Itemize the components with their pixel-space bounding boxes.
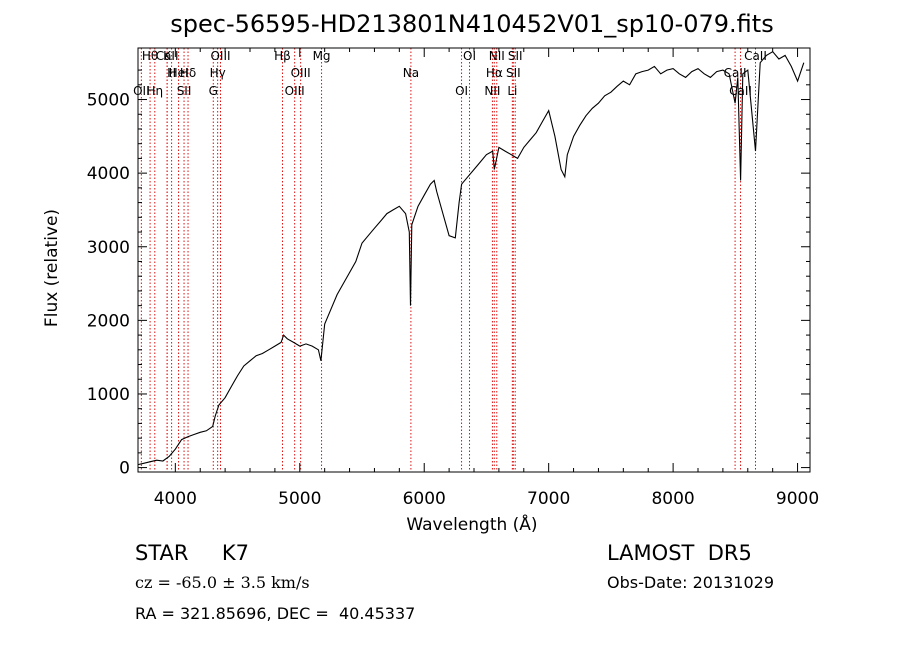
line-marker-label: OIII [285,84,305,98]
x-tick-label: 7000 [527,489,570,509]
line-marker-label: SII [508,49,523,63]
line-markers [140,48,756,472]
x-tick-label: 5000 [278,489,321,509]
line-marker-label: OIII [210,49,230,63]
line-marker-label: NII [489,49,505,63]
x-tick-label: 4000 [154,489,197,509]
line-marker-label: Mg [313,49,331,63]
x-tick-label: 6000 [403,489,446,509]
object-type: STAR K7 [135,541,249,565]
line-marker-label: Hγ [210,66,226,80]
line-marker-label: CaII [156,49,179,63]
x-tick-label: 9000 [776,489,819,509]
line-marker-label: NII [484,84,500,98]
line-marker-label: Li [507,84,517,98]
redshift-velocity: cz = -65.0 ± 3.5 km/s [135,573,310,592]
coordinates: RA = 321.85696, DEC = 40.45337 [135,604,416,623]
line-marker-label: G [209,84,218,98]
line-marker-label: Hα [486,66,503,80]
line-marker-label: Hθ [142,49,158,63]
line-marker-label: Hη [146,84,163,98]
y-tick-label: 1000 [87,385,130,405]
y-tick-label: 2000 [87,311,130,331]
line-marker-label: OI [455,84,468,98]
spectrum-line [137,50,805,466]
line-marker-label: Hβ [274,49,291,63]
axes: 4000 5000 6000 7000 8000 9000 0 1000 2000 3000 400… [87,47,819,509]
line-marker-labels: CaIIHHηHθHeISIIKHδOIIOIIIHγGHβOIIIOIIIMg… [133,49,767,98]
line-marker-label: OII [133,84,150,98]
line-marker-label: K [163,49,172,63]
line-marker-label: HeI [169,66,189,80]
y-tick-label: 4000 [87,164,130,184]
y-tick-label: 5000 [87,91,130,111]
line-marker-label: SII [177,84,192,98]
y-tick-label: 3000 [87,238,130,258]
chart-title: spec-56595-HD213801N410452V01_sp10-079.f… [170,10,773,38]
line-marker-label: H [167,66,176,80]
observation-date: Obs-Date: 20131029 [607,573,775,592]
y-tick-label: 0 [119,459,130,479]
series-layer [137,50,805,466]
survey-name: LAMOST DR5 [607,541,752,565]
line-marker-label: Hδ [180,66,196,80]
line-marker-label: SII [506,66,521,80]
line-marker-label: OI [463,49,476,63]
line-marker-label: CaII [729,84,752,98]
line-marker-label: OIII [291,66,311,80]
x-axis-label: Wavelength (Å) [406,513,537,535]
y-axis-label: Flux (relative) [42,209,62,327]
line-marker-label: CaII [744,49,767,63]
line-marker-label: Na [403,66,419,80]
plot-frame [137,47,811,473]
x-tick-label: 8000 [651,489,694,509]
